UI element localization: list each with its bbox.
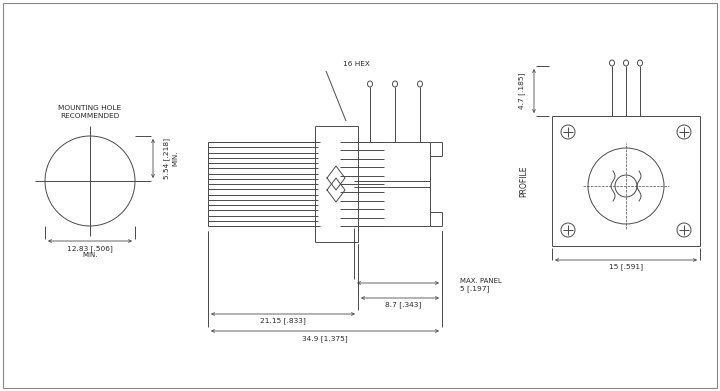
Text: 15 [.591]: 15 [.591] <box>609 264 643 270</box>
Text: 5.54 [.218]: 5.54 [.218] <box>163 138 171 179</box>
Text: 16 HEX: 16 HEX <box>343 61 369 67</box>
Text: 34.9 [1.375]: 34.9 [1.375] <box>302 335 348 343</box>
Text: MIN.: MIN. <box>82 252 98 258</box>
Text: MAX. PANEL: MAX. PANEL <box>460 278 502 284</box>
Text: 21.15 [.833]: 21.15 [.833] <box>260 317 306 325</box>
Text: PROFILE: PROFILE <box>520 165 528 197</box>
Text: MOUNTING HOLE: MOUNTING HOLE <box>58 105 122 111</box>
Text: 12.83 [.506]: 12.83 [.506] <box>67 246 113 252</box>
Text: MIN.: MIN. <box>172 151 178 166</box>
Text: 5 [.197]: 5 [.197] <box>460 285 490 292</box>
Text: 4.7 [.185]: 4.7 [.185] <box>518 73 526 109</box>
Text: RECOMMENDED: RECOMMENDED <box>60 113 120 119</box>
Text: 8.7 [.343]: 8.7 [.343] <box>384 301 421 308</box>
